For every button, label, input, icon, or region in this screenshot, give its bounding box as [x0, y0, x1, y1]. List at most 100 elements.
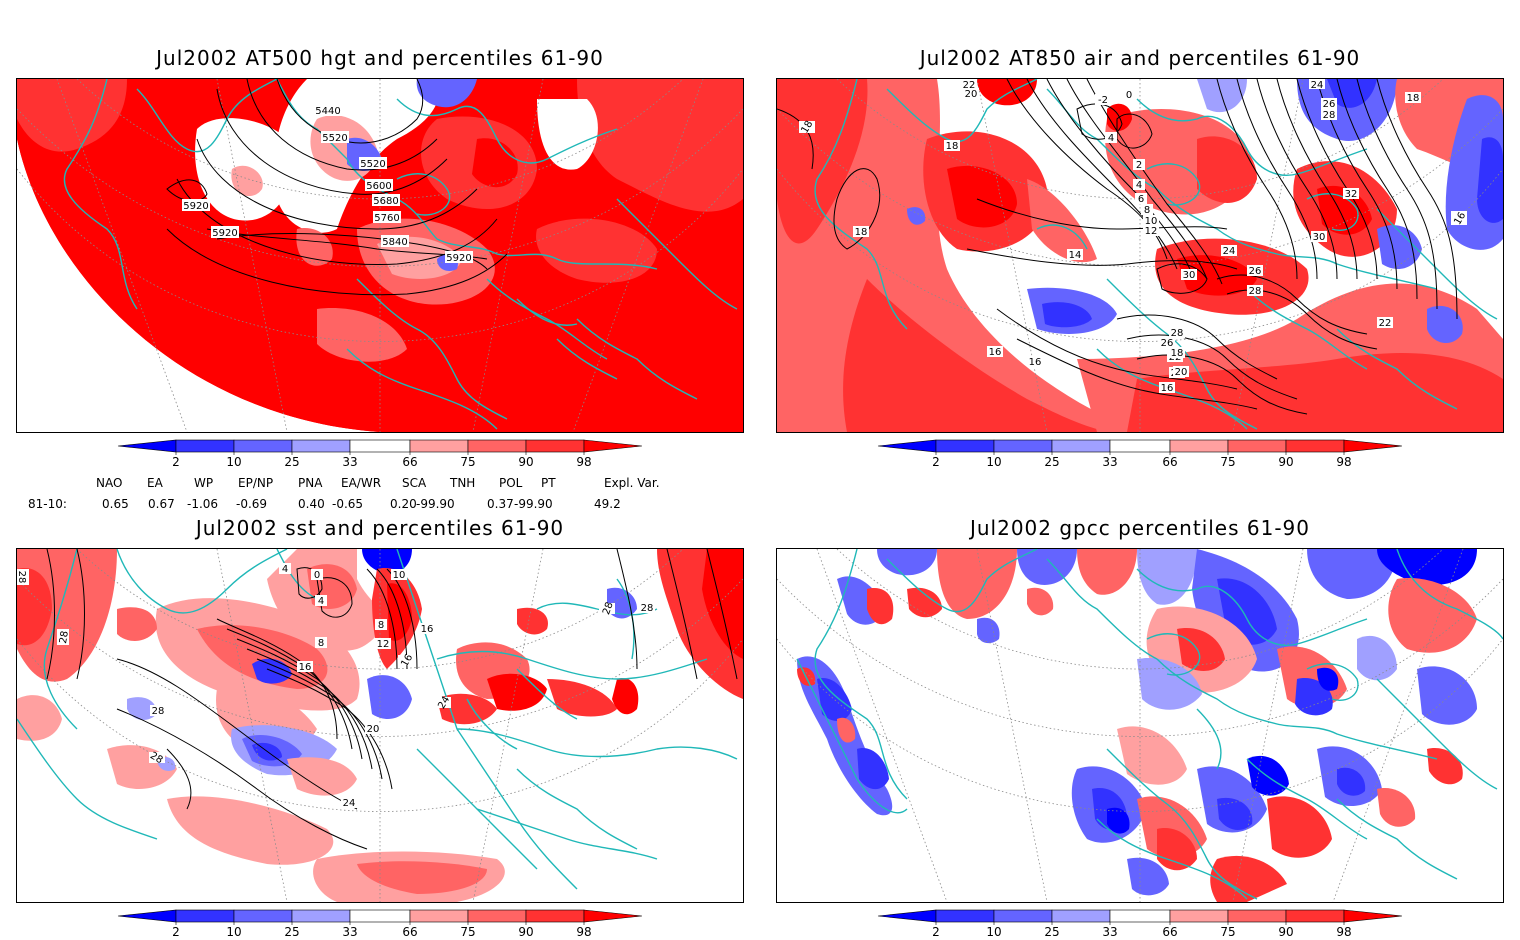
header-pna: PNA — [298, 476, 323, 490]
contour-label: 8 — [375, 619, 387, 631]
panel-4-title: Jul2002 gpcc percentiles 61-90 — [969, 516, 1311, 540]
header-ea: EA — [147, 476, 163, 490]
colorbar-panel-3: 2 10 25 33 66 75 90 98 — [110, 906, 650, 940]
svg-text:6: 6 — [1138, 194, 1144, 205]
contour-label: 18 — [1169, 347, 1185, 359]
graticule — [777, 549, 1503, 902]
contour-label: 4 — [1105, 132, 1117, 144]
colorbar-tick-label: 90 — [1278, 925, 1293, 939]
panel-1-title: Jul2002 AT500 hgt and percentiles 61-90 — [156, 46, 604, 70]
header-nao: NAO — [96, 476, 123, 490]
colorbar-tick-label: 10 — [226, 925, 241, 939]
header-wp: WP — [194, 476, 214, 490]
svg-text:18: 18 — [855, 227, 868, 238]
colorbar-tick-label: 75 — [1220, 925, 1235, 939]
colorbar-box — [349, 909, 411, 923]
value-expl-var: 49.2 — [594, 497, 621, 511]
contour-label: 28 — [639, 602, 655, 614]
contour-label: 0 — [1123, 89, 1135, 101]
svg-text:22: 22 — [1379, 318, 1392, 329]
value-pt: -99.90 — [514, 497, 553, 511]
contour-label: 16 — [1159, 382, 1175, 394]
svg-text:5440: 5440 — [315, 106, 340, 117]
svg-text:30: 30 — [1313, 232, 1326, 243]
colorbar-tick-label: 33 — [1102, 925, 1117, 939]
colorbar-box — [175, 439, 235, 453]
value-tnh: -99.90 — [416, 497, 455, 511]
svg-text:-2: -2 — [1098, 95, 1108, 106]
colorbar-arrow-high — [583, 439, 643, 453]
svg-text:18: 18 — [1407, 93, 1420, 104]
svg-text:24: 24 — [343, 798, 356, 809]
contour-label: 16 — [297, 661, 313, 673]
contour-label: 14 — [1067, 249, 1083, 261]
colorbar-box — [233, 909, 293, 923]
svg-text:26: 26 — [1323, 99, 1336, 110]
svg-text:4: 4 — [282, 564, 288, 575]
coastlines — [17, 549, 738, 890]
contour-label: -2 — [1095, 94, 1111, 106]
colorbar-box — [993, 439, 1053, 453]
contour-label: 30 — [1311, 231, 1327, 243]
panel-4-map — [776, 548, 1504, 903]
contour-label: 26 — [1321, 98, 1337, 110]
svg-text:16: 16 — [1029, 357, 1042, 368]
colorbar-tick-label: 2 — [172, 455, 180, 469]
row-label: 81-10: — [28, 497, 67, 511]
contour-label: 30 — [1181, 269, 1197, 281]
colorbar-panel-2: 2 10 25 33 66 75 90 98 — [870, 436, 1410, 470]
colorbar-box — [1109, 439, 1171, 453]
colorbar-tick-label: 90 — [518, 925, 533, 939]
colorbar-box — [1169, 909, 1229, 923]
colorbar-tick-label: 25 — [284, 455, 299, 469]
contour-label: 4 — [1133, 179, 1145, 191]
contour-label: 16 — [398, 652, 415, 669]
colorbar-box — [993, 909, 1053, 923]
contour-label: 28 — [1247, 285, 1263, 297]
svg-text:8: 8 — [318, 638, 324, 649]
svg-text:5520: 5520 — [360, 159, 385, 170]
svg-text:24: 24 — [1311, 80, 1324, 91]
contour-label: 28 — [148, 750, 165, 766]
contour-label: 5440 — [314, 104, 342, 117]
svg-text:30: 30 — [1183, 270, 1196, 281]
svg-text:5680: 5680 — [373, 196, 398, 207]
colorbar-box — [935, 909, 995, 923]
svg-text:5920: 5920 — [446, 253, 471, 264]
svg-text:28: 28 — [641, 603, 654, 614]
svg-text:20: 20 — [965, 89, 978, 100]
header-pol: POL — [499, 476, 523, 490]
colorbar-box — [1109, 909, 1171, 923]
svg-text:4: 4 — [1108, 133, 1114, 144]
coastlines — [63, 79, 738, 430]
svg-text:20: 20 — [367, 724, 380, 735]
colorbar-box — [467, 439, 527, 453]
contour-label: 5920 — [211, 226, 239, 239]
contour-label: 24 — [1221, 245, 1237, 257]
svg-text:8: 8 — [378, 620, 384, 631]
svg-text:5840: 5840 — [382, 237, 407, 248]
colorbar-box — [467, 909, 527, 923]
svg-text:5600: 5600 — [366, 181, 391, 192]
colorbar-box — [349, 439, 411, 453]
svg-text:28: 28 — [1171, 328, 1184, 339]
svg-text:28: 28 — [1323, 110, 1336, 121]
contour-label: 10 — [1143, 215, 1159, 227]
contour-label: 20 — [963, 88, 979, 100]
contour-label: 5600 — [365, 179, 393, 192]
contour-label: 5520 — [359, 157, 387, 170]
svg-text:8: 8 — [1144, 205, 1150, 216]
svg-text:26: 26 — [1249, 266, 1262, 277]
colorbar-tick-label: 25 — [284, 925, 299, 939]
contour-label: 10 — [391, 569, 407, 581]
svg-text:28: 28 — [1249, 286, 1262, 297]
panel-3-title: Jul2002 sst and percentiles 61-90 — [195, 516, 565, 540]
contour-label: 22 — [961, 79, 977, 91]
svg-text:32: 32 — [1345, 189, 1358, 200]
colorbar-box — [1169, 439, 1229, 453]
header-ea-wr: EA/WR — [341, 476, 382, 490]
colorbar-tick-label: 98 — [1336, 455, 1351, 469]
svg-text:0: 0 — [314, 570, 320, 581]
colorbar-arrow-low — [877, 909, 937, 923]
svg-text:28: 28 — [601, 601, 616, 617]
